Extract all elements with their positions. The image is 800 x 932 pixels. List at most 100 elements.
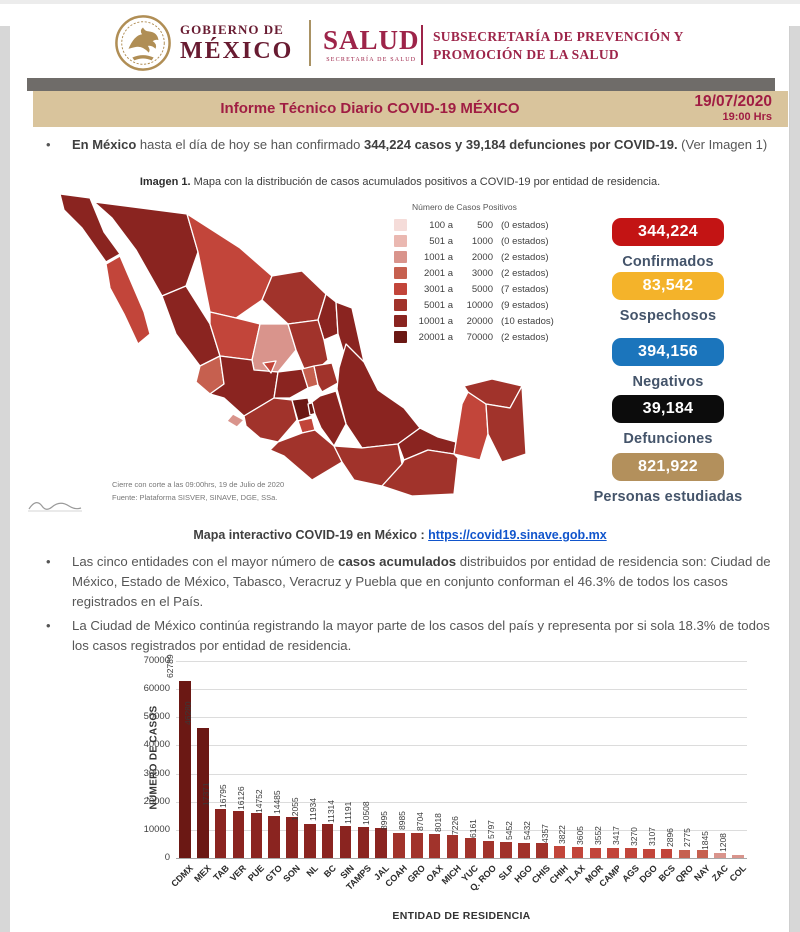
- map-state-bcs: [105, 255, 151, 345]
- bar-value-label: 4357: [539, 823, 550, 843]
- y-tick-label: 30000: [143, 767, 170, 779]
- bar: [536, 842, 548, 858]
- gridline: [176, 689, 747, 691]
- legend-rows: 100 a 500 (0 estados) 501 a 1000 (0 estados) 1…: [394, 217, 619, 345]
- imagen-caption: Imagen 1. Mapa con la distribución de ca…: [139, 176, 661, 188]
- salud-subtitle: SECRETARÍA DE SALUD: [326, 57, 417, 63]
- stat-label: Sospechosos: [619, 308, 717, 324]
- bar: [482, 840, 495, 858]
- bar-value-label: 16126: [236, 785, 247, 810]
- gobierno-de-mexico-logo: GOBIERNO DE MÉXICO: [180, 22, 293, 65]
- cdmx-bullet: • La Ciudad de México continúa registran…: [46, 616, 782, 656]
- legend-label: (2 estados): [501, 267, 549, 279]
- bar: [518, 842, 530, 858]
- bar: [357, 826, 370, 858]
- mexico-covid-map: [59, 193, 527, 497]
- legend-label: (10 estados): [501, 315, 554, 327]
- map-state-mex: [291, 397, 313, 422]
- bar: [446, 835, 459, 858]
- stat-badge: 83,542: [612, 272, 724, 300]
- bullet-dot: •: [46, 554, 51, 569]
- bar: [625, 848, 637, 858]
- legend-label: 20000: [466, 315, 493, 327]
- header-divider: [309, 20, 311, 66]
- signature-squiggle-icon: [28, 502, 82, 512]
- x-axis-line: [176, 858, 747, 859]
- map-state-gto: [273, 368, 309, 399]
- bar: [286, 817, 298, 858]
- bar-value-label: 2896: [664, 827, 675, 847]
- y-tick-label: 0: [164, 852, 170, 863]
- stat-label: Negativos: [632, 374, 704, 390]
- legend-row: 20001 a 70000 (2 estados): [394, 329, 619, 345]
- legend-label: 100 a: [429, 219, 453, 231]
- stat-item: 821,922 Personas estudiadas: [578, 453, 758, 505]
- stat-label: Personas estudiadas: [593, 489, 743, 505]
- legend-label: 5001 a: [423, 299, 453, 311]
- chart-x-axis-title: ENTIDAD DE RESIDENCIA: [392, 910, 531, 922]
- bar: [696, 850, 709, 858]
- legend-label: 2000: [471, 251, 493, 263]
- interactive-map-label: Mapa interactivo COVID-19 en México :: [193, 528, 425, 542]
- bar: [643, 848, 655, 858]
- map-state-bc: [59, 193, 121, 263]
- bar: [179, 681, 191, 858]
- bar: [553, 845, 566, 858]
- gridline: [176, 745, 747, 747]
- stat-badge: 344,224: [612, 218, 724, 246]
- page-edge-right: [789, 26, 800, 932]
- bar: [607, 848, 619, 858]
- intro-bullet: • En México hasta el día de hoy se han c…: [46, 135, 782, 155]
- bar: [411, 832, 423, 858]
- legend-label: 1001 a: [423, 251, 453, 263]
- bar-value-label: 11191: [343, 801, 354, 824]
- mexico-eagle-seal-icon: [115, 15, 171, 71]
- stat-badge: 39,184: [612, 395, 724, 423]
- legend-label: 10001 a: [418, 315, 453, 327]
- legend-label: (9 estados): [501, 299, 549, 311]
- legend-label: 500: [477, 219, 493, 231]
- bar: [428, 833, 441, 858]
- map-state-nl: [317, 293, 339, 341]
- map-state-qroo: [485, 385, 527, 463]
- legend-row: 100 a 500 (0 estados): [394, 217, 619, 233]
- bar: [678, 849, 691, 858]
- legend-title: Número de Casos Positivos: [412, 202, 517, 212]
- legend-label: (0 estados): [501, 235, 549, 247]
- stat-item: 394,156 Negativos: [578, 338, 758, 390]
- legend-row: 10001 a 20000 (10 estados): [394, 313, 619, 329]
- legend-swatch: [394, 299, 407, 311]
- bar-value-label: 16795: [218, 784, 229, 808]
- brand-line2: MÉXICO: [180, 38, 294, 64]
- bar-value-label: 8995: [379, 810, 390, 830]
- bar-value-label: 5452: [503, 820, 514, 840]
- legend-label: (0 estados): [501, 219, 549, 231]
- legend-row: 501 a 1000 (0 estados): [394, 233, 619, 249]
- cdmx-bullet-text: La Ciudad de México continúa registrando…: [72, 618, 770, 653]
- stat-label: Confirmados: [622, 254, 714, 270]
- legend-row: 1001 a 2000 (2 estados): [394, 249, 619, 265]
- legend-swatch: [394, 251, 407, 263]
- bar-value-label: 8704: [414, 811, 425, 831]
- bar: [714, 852, 726, 858]
- legend-label: 3001 a: [423, 283, 453, 295]
- bar: [321, 824, 334, 858]
- map-state-mich: [243, 397, 298, 443]
- map-state-chih: [186, 213, 273, 319]
- interactive-map-line: Mapa interactivo COVID-19 en México : ht…: [0, 528, 800, 542]
- y-tick-label: 20000: [143, 795, 170, 807]
- bar: [250, 812, 263, 858]
- map-source-note: Fuente: Plataforma SISVER, SINAVE, DGE, …: [112, 493, 278, 502]
- map-state-hgo: [313, 362, 339, 393]
- bar-value-label: 3552: [593, 826, 604, 845]
- bar: [214, 809, 227, 858]
- legend-label: 20001 a: [418, 331, 453, 343]
- legend-label: (7 estados): [501, 283, 549, 295]
- stat-item: 39,184 Defunciones: [578, 395, 758, 447]
- legend-swatch: [394, 235, 407, 247]
- salud-wordmark: SALUD: [323, 25, 420, 55]
- map-legend: Número de Casos Positivos 100 a 500 (0 est…: [394, 202, 619, 345]
- bar-value-label: 6161: [468, 818, 479, 838]
- interactive-map-link[interactable]: https://covid19.sinave.gob.mx: [428, 528, 607, 542]
- bar-value-label: 12055: [289, 797, 300, 822]
